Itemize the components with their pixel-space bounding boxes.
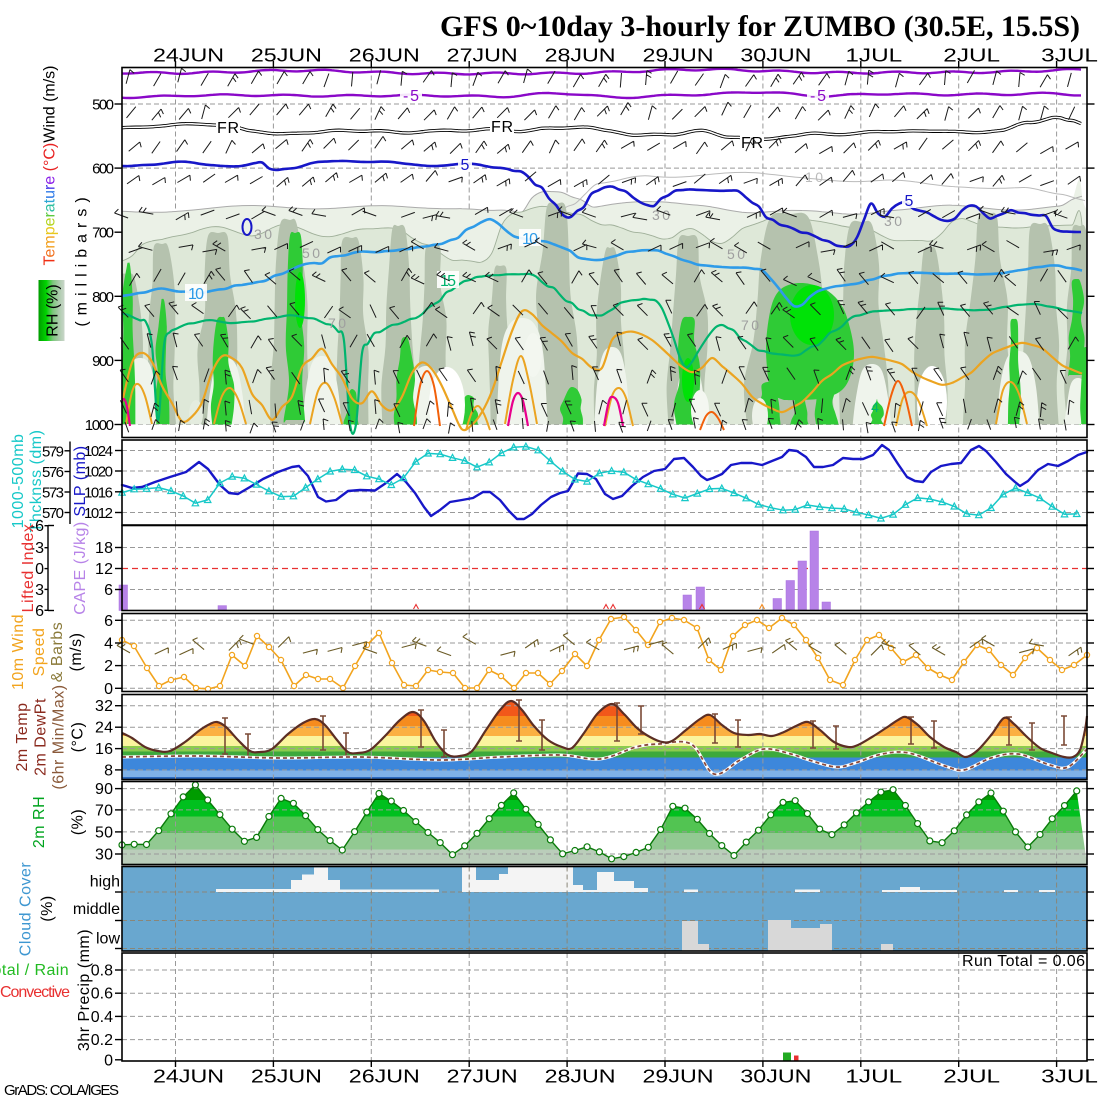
svg-text:700: 700 (92, 225, 114, 242)
svg-text:10m Wind: 10m Wind (10, 614, 27, 690)
svg-text:-6: -6 (30, 518, 44, 535)
svg-text:1JUL: 1JUL (845, 1066, 902, 1087)
svg-text:1000-500mb: 1000-500mb (10, 434, 27, 529)
svg-text:-5: -5 (810, 88, 826, 105)
svg-text:(millibars): (millibars) (74, 191, 91, 326)
svg-text:900: 900 (92, 353, 114, 370)
svg-text:Total / Rain: Total / Rain (0, 962, 69, 979)
svg-text:1012: 1012 (84, 505, 113, 522)
svg-text:27JUN: 27JUN (447, 45, 518, 66)
svg-text:2: 2 (104, 658, 113, 675)
svg-text:10: 10 (188, 286, 204, 303)
svg-text:SLP (mb): SLP (mb) (72, 445, 89, 516)
svg-text:(%): (%) (70, 809, 87, 835)
svg-text:573: 573 (42, 485, 64, 502)
svg-text:25JUN: 25JUN (251, 1066, 322, 1087)
svg-text:0: 0 (104, 1052, 113, 1069)
svg-text:579: 579 (42, 443, 64, 460)
svg-text:2m RH: 2m RH (31, 796, 48, 848)
svg-text:16: 16 (95, 741, 113, 758)
svg-text:middle: middle (73, 901, 120, 918)
svg-text:6: 6 (104, 582, 113, 599)
svg-text:-5: -5 (403, 88, 419, 105)
svg-text:570: 570 (42, 505, 64, 522)
svg-text:2JUL: 2JUL (943, 45, 1000, 66)
svg-text:Cloud Cover: Cloud Cover (18, 862, 35, 957)
svg-text:GrADS: COLA/IGES: GrADS: COLA/IGES (4, 1082, 119, 1099)
svg-text:(6hr Min/Max): (6hr Min/Max) (51, 684, 68, 789)
svg-text:24JUN: 24JUN (153, 1066, 224, 1087)
svg-text:GFS 0~10day 3-hourly for ZUMBO: GFS 0~10day 3-hourly for ZUMBO (30.5E, 1… (440, 10, 1080, 43)
svg-text:576: 576 (42, 464, 64, 481)
svg-text:24: 24 (95, 720, 113, 737)
svg-text:8: 8 (104, 762, 113, 779)
svg-text:0: 0 (35, 561, 44, 578)
svg-text:0: 0 (104, 681, 113, 698)
svg-text:CAPE (J/kg): CAPE (J/kg) (72, 521, 89, 615)
svg-text:29JUN: 29JUN (643, 45, 714, 66)
svg-text:Convective: Convective (0, 984, 70, 1001)
svg-text:5: 5 (905, 193, 914, 210)
svg-text:30JUN: 30JUN (740, 45, 811, 66)
svg-text:1000: 1000 (85, 417, 114, 434)
svg-text:12: 12 (95, 561, 113, 578)
svg-text:6: 6 (104, 613, 113, 630)
svg-text:28JUN: 28JUN (545, 1066, 616, 1087)
svg-text:0.6: 0.6 (91, 986, 113, 1003)
svg-text:15: 15 (440, 273, 456, 290)
svg-text:5: 5 (461, 157, 470, 174)
svg-text:27JUN: 27JUN (447, 1066, 518, 1087)
svg-text:FR: FR (217, 120, 239, 137)
svg-text:600: 600 (92, 161, 114, 178)
svg-text:2m DewPt: 2m DewPt (33, 698, 50, 776)
svg-text:1JUL: 1JUL (845, 45, 902, 66)
svg-text:10: 10 (522, 231, 538, 248)
svg-text:-3: -3 (30, 540, 44, 557)
svg-text:25JUN: 25JUN (251, 45, 322, 66)
svg-text:0.4: 0.4 (91, 1009, 113, 1026)
svg-text:4: 4 (871, 399, 879, 415)
svg-text:Lifted Index: Lifted Index (20, 524, 37, 613)
svg-text:50: 50 (95, 824, 113, 841)
svg-text:Speed: Speed (31, 628, 48, 677)
svg-text:(m/s): (m/s) (68, 633, 85, 672)
svg-text:800: 800 (92, 289, 114, 306)
svg-text:RH (%): RH (%) (45, 284, 62, 336)
svg-text:3JUL: 3JUL (1041, 45, 1098, 66)
svg-text:3: 3 (35, 582, 44, 599)
svg-text:90: 90 (95, 781, 113, 798)
svg-text:30: 30 (95, 847, 113, 864)
svg-text:2m Temp: 2m Temp (14, 702, 31, 771)
svg-text:high: high (90, 874, 120, 891)
svg-text:Thcknss (dm): Thcknss (dm) (28, 430, 45, 533)
svg-text:& Barbs: & Barbs (49, 622, 66, 682)
svg-text:Run Total = 0.06: Run Total = 0.06 (962, 953, 1085, 970)
svg-text:6: 6 (35, 603, 44, 620)
svg-text:(°C): (°C) (70, 722, 87, 753)
svg-text:1024: 1024 (84, 443, 113, 460)
svg-text:0.2: 0.2 (91, 1032, 113, 1049)
svg-text:FR: FR (491, 119, 513, 136)
svg-text:3JUL: 3JUL (1041, 1066, 1098, 1087)
svg-text:3hr Precip (mm): 3hr Precip (mm) (76, 929, 93, 1051)
svg-text:30JUN: 30JUN (740, 1066, 811, 1087)
svg-text:(%): (%) (39, 895, 56, 921)
svg-text:2JUL: 2JUL (943, 1066, 1000, 1087)
svg-text:1016: 1016 (84, 484, 113, 501)
svg-text:18: 18 (95, 540, 113, 557)
svg-text:0.8: 0.8 (91, 963, 113, 980)
svg-text:26JUN: 26JUN (349, 45, 420, 66)
svg-text:500: 500 (92, 97, 114, 114)
svg-text:29JUN: 29JUN (643, 1066, 714, 1087)
svg-text:low: low (96, 931, 120, 948)
svg-text:28JUN: 28JUN (545, 45, 616, 66)
svg-text:26JUN: 26JUN (349, 1066, 420, 1087)
svg-text:4: 4 (104, 636, 113, 653)
svg-text:24JUN: 24JUN (153, 45, 224, 66)
svg-text:1020: 1020 (84, 464, 113, 481)
svg-text:32: 32 (95, 698, 113, 715)
svg-text:70: 70 (95, 802, 113, 819)
svg-text:Temperature (°C)Wind (m/s): Temperature (°C)Wind (m/s) (42, 66, 59, 266)
